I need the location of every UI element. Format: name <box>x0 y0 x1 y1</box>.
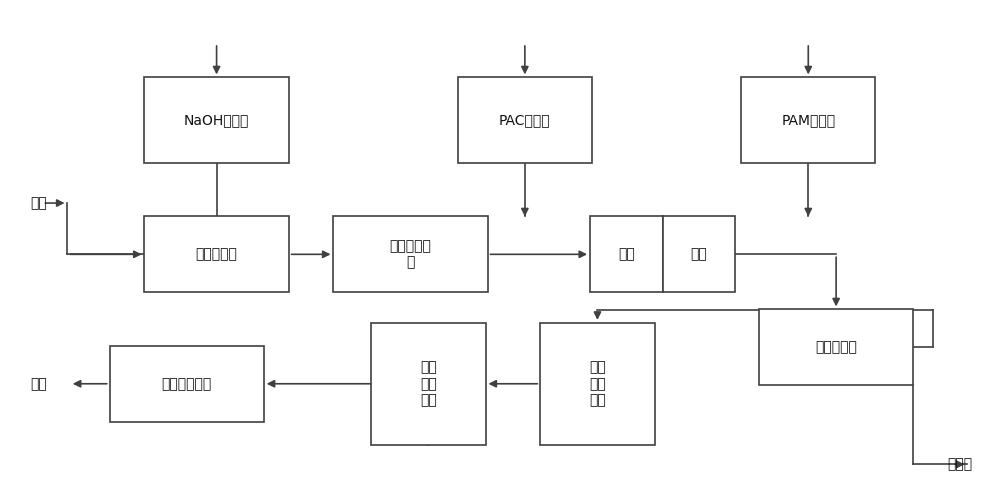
Bar <box>371 323 486 445</box>
Bar <box>663 216 735 292</box>
Bar <box>540 323 655 445</box>
Bar <box>458 77 592 163</box>
Text: 核桃
壳过
滤器: 核桃 壳过 滤器 <box>589 361 606 407</box>
Text: 多介
质过
滤器: 多介 质过 滤器 <box>420 361 437 407</box>
Text: PAM加药罐: PAM加药罐 <box>781 113 835 127</box>
Bar <box>759 309 913 385</box>
Bar <box>110 346 264 421</box>
Text: 斜管沉淀池: 斜管沉淀池 <box>815 340 857 354</box>
Text: 聚结除油器: 聚结除油器 <box>196 247 238 261</box>
Text: 原水: 原水 <box>31 196 47 210</box>
Bar <box>144 216 289 292</box>
Bar <box>590 216 663 292</box>
Text: NaOH加药罐: NaOH加药罐 <box>184 113 249 127</box>
Bar <box>741 77 875 163</box>
Text: 平板膜过滤池: 平板膜过滤池 <box>162 377 212 391</box>
Text: 污泥池: 污泥池 <box>947 457 972 471</box>
Bar <box>333 216 488 292</box>
Bar <box>144 77 289 163</box>
Text: 慢搅: 慢搅 <box>691 247 707 261</box>
Text: PAC加药罐: PAC加药罐 <box>499 113 551 127</box>
Text: 快搅: 快搅 <box>618 247 635 261</box>
Text: 微电解氧化
箱: 微电解氧化 箱 <box>390 239 431 269</box>
Text: 清水: 清水 <box>31 377 47 391</box>
